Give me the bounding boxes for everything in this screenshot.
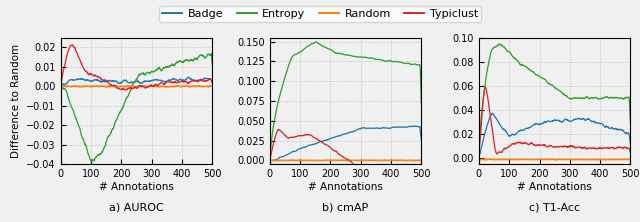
Text: c) T1-Acc: c) T1-Acc — [529, 202, 580, 212]
X-axis label: # Annotations: # Annotations — [99, 182, 174, 192]
Legend: Badge, Entropy, Random, Typiclust: Badge, Entropy, Random, Typiclust — [159, 6, 481, 22]
Y-axis label: Difference to Random: Difference to Random — [11, 44, 20, 158]
X-axis label: # Annotations: # Annotations — [308, 182, 383, 192]
Text: a) AUROC: a) AUROC — [109, 202, 164, 212]
X-axis label: # Annotations: # Annotations — [517, 182, 592, 192]
Text: b) cmAP: b) cmAP — [323, 202, 369, 212]
